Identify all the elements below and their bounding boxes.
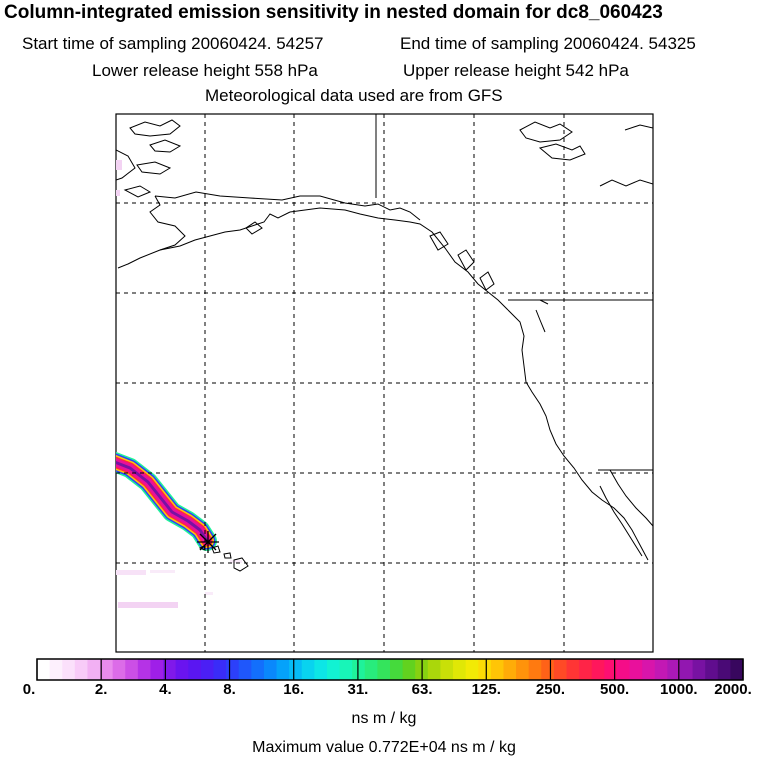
colorbar-cell [150,659,164,680]
end-time-label: End time of sampling 20060424. 54325 [400,34,696,53]
colorbar-tick-label: 16. [283,681,305,698]
colorbar-cell [188,659,202,680]
colorbar-tick-label: 500. [600,681,630,698]
maximum-value-label: Maximum value 0.772E+04 ns m / kg [252,739,516,756]
colorbar-cell [490,659,505,680]
colorbar-cell [692,659,706,680]
colorbar-cell [377,659,391,680]
upper-release-label: Upper release height 542 hPa [403,61,629,80]
colorbar-cell [629,659,643,680]
colorbar-cell [553,659,568,680]
colorbar-cell [730,659,744,680]
colorbar-cell [604,659,618,680]
colorbar-cell [579,659,593,680]
colorbar-cell [137,659,152,680]
colorbar-cell [289,659,303,680]
colorbar-tick-label: 2. [94,681,108,698]
colorbar-cell [402,659,416,680]
colorbar-cell [74,659,89,680]
colorbar-cell [654,659,668,680]
colorbar-cell [314,659,328,680]
colorbar-cell [62,659,76,680]
colorbar-cell [238,659,252,680]
colorbar-cell [87,659,101,680]
colorbar-tick-label: 2000. [714,681,752,698]
colorbar-cell [200,659,215,680]
colorbar-tick-label: 4. [159,681,172,698]
colorbar-cell [465,659,479,680]
colorbar-cell [49,659,63,680]
colorbar-cell [528,659,542,680]
colorbar-tick-label: 250. [535,681,566,698]
colorbar-cell [478,659,492,680]
colorbar-cell [301,659,315,680]
background-sensitivity-specks [116,160,242,608]
colorbar-tick-label: 1000. [660,681,698,698]
colorbar-cell [667,659,681,680]
colorbar-cell [339,659,353,680]
colorbar-cell [679,659,694,680]
colorbar-cell [427,659,442,680]
colorbar-cell [112,659,126,680]
colorbar-cell [37,659,51,680]
colorbar-cell [541,659,555,680]
colorbar-cell [705,659,719,680]
colorbar-tick-label: 63. [411,681,433,698]
colorbar-tick-label: 31. [347,681,369,698]
colorbar-cell [364,659,378,680]
colorbar-cell [100,659,114,680]
colorbar-cells [37,659,744,680]
colorbar-cell [276,659,290,680]
start-time-label: Start time of sampling 20060424. 54257 [22,34,324,53]
met-data-label: Meteorological data used are from GFS [205,86,503,105]
colorbar-units: ns m / kg [351,710,417,727]
colorbar-cell [616,659,631,680]
colorbar-cell [226,659,240,680]
coastlines [116,119,653,572]
colorbar-cell [263,659,278,680]
colorbar-cell [440,659,454,680]
colorbar-cell [251,659,265,680]
colorbar-cell [566,659,580,680]
colorbar-frame [36,658,744,681]
colorbar-cell [642,659,656,680]
colorbar-cell [163,659,177,680]
borders [375,114,653,471]
colorbar-cell [717,659,731,680]
lat-lon-grid [116,114,653,652]
colorbar-cell [453,659,467,680]
colorbar-tick-label: 0. [22,681,36,698]
colorbar-cell [125,659,139,680]
lower-release-label: Lower release height 558 hPa [92,61,318,80]
colorbar-cell [213,659,227,680]
colorbar-tick-label: 8. [223,681,236,698]
colorbar-cell [175,659,189,680]
sensitivity-plume [116,451,217,551]
colorbar-cell [516,659,530,680]
release-location-marker [197,531,219,553]
colorbar-cell [326,659,341,680]
colorbar-cell [503,659,517,680]
colorbar-tick-label: 125. [471,681,501,698]
map-title: Column-integrated emission sensitivity i… [4,2,663,23]
colorbar-cell [390,659,404,680]
colorbar-cell [352,659,366,680]
colorbar-cell [591,659,605,680]
